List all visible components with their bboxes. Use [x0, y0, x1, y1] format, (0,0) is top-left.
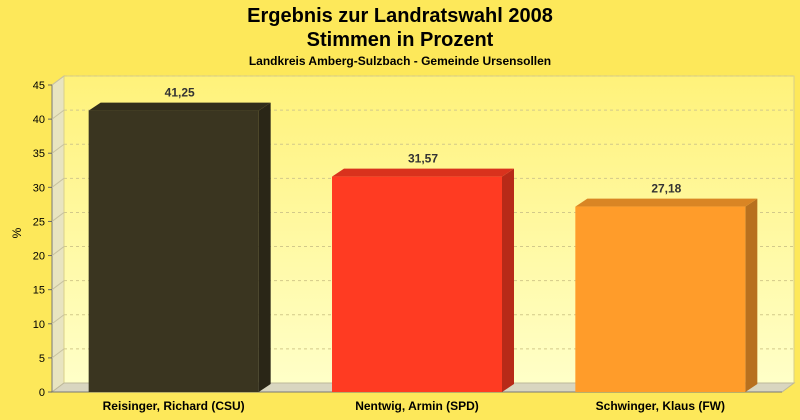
y-tick-label: 0: [39, 387, 45, 399]
y-tick-label: 30: [33, 182, 45, 194]
bar-side: [258, 102, 271, 392]
plot-side-wall: [51, 75, 65, 393]
gridline-side: [51, 280, 65, 291]
gridline-side: [51, 109, 65, 120]
y-tick-label: 35: [33, 148, 45, 160]
bar-side: [502, 168, 514, 392]
y-tick-label: 15: [33, 285, 45, 297]
gridline-side: [51, 246, 65, 256]
gridline-side: [51, 212, 65, 222]
bar-value-label: 41,25: [165, 86, 195, 100]
bar-front: [332, 176, 502, 392]
bar-top: [88, 102, 271, 111]
gridline-side: [51, 314, 65, 325]
y-tick-label: 40: [33, 114, 45, 126]
gridline-side: [51, 143, 65, 154]
x-tick-label: Reisinger, Richard (CSU): [103, 399, 245, 413]
bar-side: [745, 198, 758, 392]
x-tick-label: Nentwig, Armin (SPD): [355, 399, 479, 413]
chart-subtitle: Stimmen in Prozent: [306, 29, 494, 51]
y-tick-label: 45: [33, 80, 45, 92]
bar-value-label: 27,18: [651, 182, 681, 196]
y-tick-label: 25: [33, 216, 45, 228]
y-tick-label: 20: [33, 251, 45, 263]
bar: [575, 198, 758, 392]
y-axis-label: %: [10, 227, 24, 238]
x-tick-label: Schwinger, Klaus (FW): [596, 399, 725, 413]
bar-front: [88, 110, 259, 392]
chart-caption: Landkreis Amberg-Sulzbach - Gemeinde Urs…: [248, 54, 552, 68]
bar-top: [332, 168, 514, 177]
gridline-side: [51, 348, 65, 359]
bar-front: [575, 206, 746, 392]
bar-top: [575, 198, 758, 207]
bar: [88, 102, 271, 392]
chart-title: Ergebnis zur Landratswahl 2008: [247, 5, 553, 27]
gridline-side: [51, 75, 65, 86]
bar: [332, 168, 514, 392]
y-tick-label: 10: [33, 319, 45, 331]
gridline-side: [51, 177, 65, 188]
y-tick-label: 5: [39, 353, 45, 365]
bar-value-label: 31,57: [408, 152, 438, 166]
